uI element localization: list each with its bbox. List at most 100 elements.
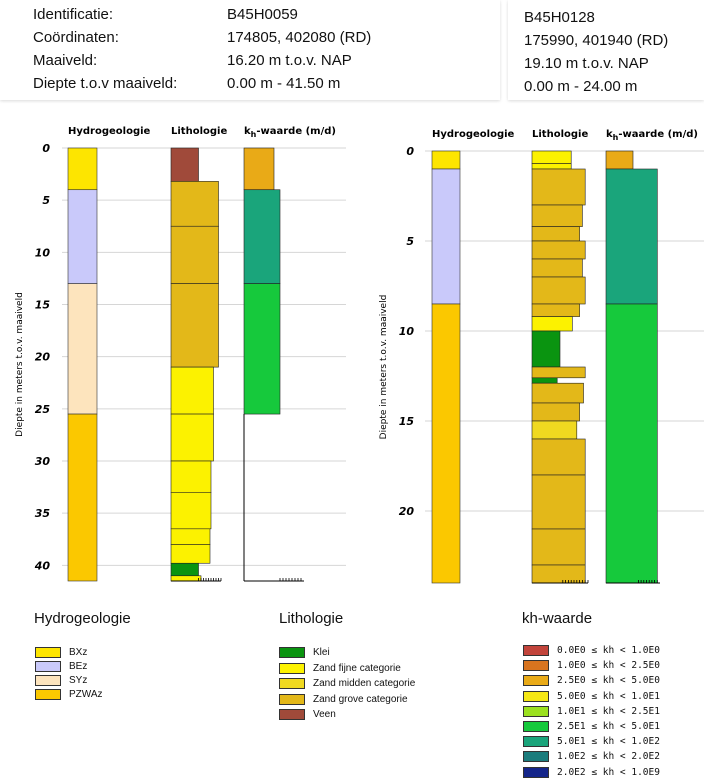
tick-label: 25 (35, 403, 51, 416)
hydro-layer-BXz (67, 147, 98, 191)
litho-layer-zand_grof (531, 474, 586, 530)
legend-label: 5.0E0 ≤ kh < 1.0E1 (557, 690, 660, 702)
tick-label: 20 (399, 505, 415, 518)
litho-layer-zand_fijn (531, 316, 573, 332)
legend-item-kh-7: 1.0E2 ≤ kh < 2.0E2 (523, 751, 660, 763)
litho-layer-zand_fijn (170, 544, 211, 564)
legend-swatch (523, 705, 549, 717)
tick-label: 0 (42, 142, 50, 155)
legend-label: 5.0E1 ≤ kh < 1.0E2 (557, 736, 660, 748)
tick-label: 5 (42, 194, 50, 207)
value-maaiveld: 16.20 m t.o.v. NAP (227, 52, 352, 69)
legend-kh-title: kh-waarde (522, 610, 593, 627)
legend-label: 1.0E2 ≤ kh < 2.0E2 (557, 751, 660, 763)
legend-item-kh-5: 2.5E1 ≤ kh < 5.0E1 (523, 721, 660, 732)
value-diepte: 0.00 m - 41.50 m (227, 75, 341, 92)
tick-label: 15 (35, 299, 51, 312)
litho-layer-zand_grof (531, 258, 583, 278)
borehole-1-header: Identificatie: Coördinaten: Maaiveld: Di… (0, 0, 500, 100)
legend-item-kh-3: 5.0E0 ≤ kh < 1.0E1 (523, 690, 660, 702)
hydro-layer-BEz (431, 168, 461, 305)
legend-item-BXz: BXz (35, 647, 87, 658)
column-title-kh-waarde: kh-waarde (m/d) (606, 129, 698, 142)
hydro-layer-PZWAz (431, 303, 461, 584)
legend-swatch (523, 751, 549, 763)
legend-label: PZWAz (69, 689, 103, 700)
legend-item-zand_fijn: Zand fijne categorie (279, 662, 401, 674)
legend-label: Veen (313, 709, 336, 720)
borehole-profile-charts: 0 5 10 15 20 25 30 35 40 Hydrogeologie Lithologie k… (15, 126, 704, 584)
legend-swatch (35, 647, 61, 658)
litho-layer-zand_fijn (531, 163, 572, 170)
litho-layer-zand_grof (531, 240, 586, 260)
litho-layer-zand_grof (531, 366, 586, 379)
value-coordinaten-2: 175990, 401940 (RD) (524, 32, 669, 49)
value-coordinaten: 174805, 402080 (RD) (227, 29, 372, 46)
legend-swatch (523, 721, 549, 732)
value-diepte-2: 0.00 m - 24.00 m (524, 78, 638, 95)
legend-swatch (279, 678, 305, 689)
kh-layer (605, 150, 634, 170)
value-identificatie: B45H0059 (227, 6, 298, 23)
legend-item-kh-1: 1.0E0 ≤ kh < 2.5E0 (523, 660, 660, 672)
tick-label: 35 (35, 507, 51, 520)
litho-layer-zand_fijn (170, 575, 202, 582)
legend-swatch (523, 690, 549, 702)
litho-layer-zand_grof (531, 438, 586, 476)
hydro-layer-PZWAz (67, 413, 98, 582)
legend-swatch (279, 709, 305, 720)
kh-layer (243, 283, 281, 415)
legend-item-klei: Klei (279, 647, 330, 658)
legend-swatch (523, 736, 549, 748)
litho-layer-zand_fijn (170, 528, 211, 545)
borehole-chart-1: 0 5 10 15 20 25 30 35 40 Hydrogeologie Lithologie k… (15, 126, 346, 582)
value-identificatie-2: B45H0128 (524, 9, 595, 26)
litho-layer-zand_fijn (170, 413, 214, 462)
legend-label: Zand midden categorie (313, 678, 416, 689)
kh-layer (243, 189, 281, 284)
column-title-lithologie: Lithologie (171, 126, 227, 137)
column-title-hydrogeologie: Hydrogeologie (432, 129, 515, 140)
litho-layer-zand_grof (170, 283, 219, 368)
litho-layer-zand_grof (531, 226, 580, 242)
litho-layer-klei (531, 377, 558, 384)
legend-swatch (35, 661, 61, 672)
litho-layer-klei (170, 562, 199, 577)
label-identificatie: Identificatie: (33, 6, 114, 23)
value-maaiveld-2: 19.10 m t.o.v. NAP (524, 55, 649, 72)
legend-item-kh-4: 1.0E1 ≤ kh < 2.5E1 (523, 705, 660, 717)
legend-item-kh-0: 0.0E0 ≤ kh < 1.0E0 (523, 645, 660, 656)
kh-layer (605, 303, 658, 584)
legend-swatch (523, 645, 549, 656)
legend-swatch (35, 675, 61, 686)
litho-layer-zand_fijn (531, 150, 572, 164)
litho-layer-zand_midden (531, 420, 578, 440)
legend-label: 1.0E0 ≤ kh < 2.5E0 (557, 660, 660, 672)
legend-swatch (279, 693, 305, 705)
legend-item-zand_midden: Zand midden categorie (279, 678, 415, 689)
axis-label-depth: Diepte in meters t.o.v. maaiveld (15, 292, 25, 437)
borehole-2-header: B45H0128 175990, 401940 (RD) 19.10 m t.o… (508, 0, 704, 100)
litho-layer-zand_grof (531, 382, 584, 404)
label-coordinaten: Coördinaten: (33, 29, 119, 46)
litho-layer-zand_grof (531, 402, 580, 422)
legend-label: 2.5E0 ≤ kh < 5.0E0 (557, 675, 660, 687)
label-diepte: Diepte t.o.v maaiveld: (33, 75, 178, 92)
column-title-kh-waarde: kh-waarde (m/d) (244, 126, 336, 139)
litho-layer-zand_fijn (170, 492, 212, 530)
tick-label: 15 (399, 415, 415, 428)
legend-label: 2.0E2 ≤ kh < 1.0E9 (557, 766, 660, 778)
litho-layer-zand_grof (170, 225, 219, 284)
tick-label: 40 (34, 559, 51, 572)
litho-layer-zand_grof (531, 204, 583, 227)
tick-label: 0 (406, 145, 414, 158)
legend-swatch (523, 675, 549, 687)
kh-layer (605, 168, 658, 305)
borehole-chart-2: 0 5 10 15 20 Hydrogeologie Lithologie kh-waarde… (379, 129, 704, 584)
legend-label: SYz (69, 675, 88, 686)
tick-label: 5 (406, 235, 414, 248)
litho-layer-zand_fijn (170, 460, 212, 493)
legend-item-PZWAz: PZWAz (35, 689, 103, 700)
legend-label: Klei (313, 647, 330, 658)
hydro-layer-SYz (67, 283, 98, 415)
